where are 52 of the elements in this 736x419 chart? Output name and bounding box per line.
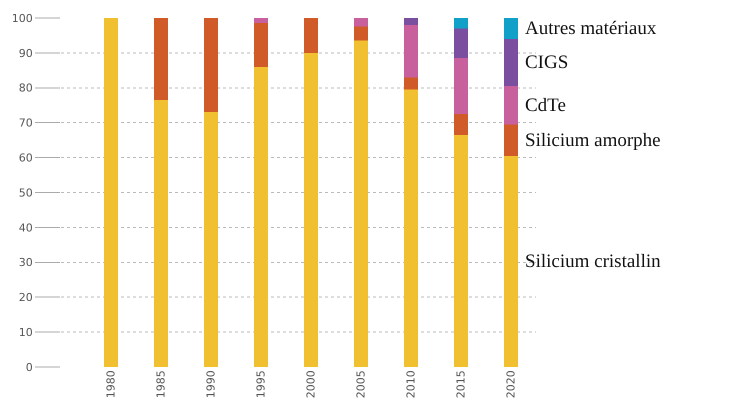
x-tick-label: 2000	[304, 370, 318, 398]
bar	[404, 90, 418, 367]
bar	[354, 26, 368, 41]
bar	[404, 24, 418, 78]
y-tick-label: 90	[18, 46, 33, 60]
x-tick-label: 2015	[454, 370, 468, 398]
bar	[454, 134, 468, 367]
bar	[504, 38, 518, 86]
bar	[204, 112, 218, 367]
bar	[254, 23, 268, 67]
bar	[504, 18, 518, 39]
x-tick-label: 1985	[154, 370, 168, 398]
bar	[204, 18, 218, 112]
bar	[304, 18, 318, 53]
y-tick-label: 10	[18, 326, 33, 339]
y-tick-label: 100	[12, 12, 33, 25]
series-label: CdTe	[525, 95, 566, 116]
bar	[454, 18, 468, 28]
x-tick-label: 2010	[404, 370, 418, 398]
series-label: Silicium amorphe	[525, 130, 661, 151]
bar	[454, 58, 468, 114]
bar	[154, 18, 168, 100]
y-tick-label: 50	[18, 186, 33, 200]
series-label: Autres matériaux	[525, 18, 657, 39]
bar	[504, 86, 518, 124]
bar	[404, 18, 418, 25]
bar	[254, 66, 268, 367]
bar	[404, 77, 418, 90]
y-tick-label: 70	[18, 116, 33, 130]
bar	[104, 18, 118, 367]
y-tick-label: 80	[18, 82, 33, 95]
bar	[304, 52, 318, 367]
y-tick-label: 30	[18, 256, 33, 270]
y-tick-label: 40	[18, 221, 33, 234]
x-tick-label: 1990	[204, 370, 218, 398]
x-tick-label: 2005	[354, 370, 368, 398]
y-tick-label: 0	[26, 360, 33, 374]
bar	[354, 40, 368, 367]
y-tick-label: 20	[18, 291, 33, 304]
series-label: CIGS	[525, 52, 568, 73]
series-label: Silicium cristallin	[525, 251, 662, 272]
bar	[354, 18, 368, 27]
bar	[154, 100, 168, 367]
bar	[454, 28, 468, 58]
bar	[254, 18, 268, 24]
x-tick-label: 1995	[254, 370, 268, 398]
y-tick-label: 60	[18, 151, 33, 164]
x-tick-label: 2020	[504, 370, 518, 398]
bar	[504, 124, 518, 156]
x-tick-label: 1980	[104, 370, 118, 398]
bar	[454, 114, 468, 135]
bar	[504, 156, 518, 367]
